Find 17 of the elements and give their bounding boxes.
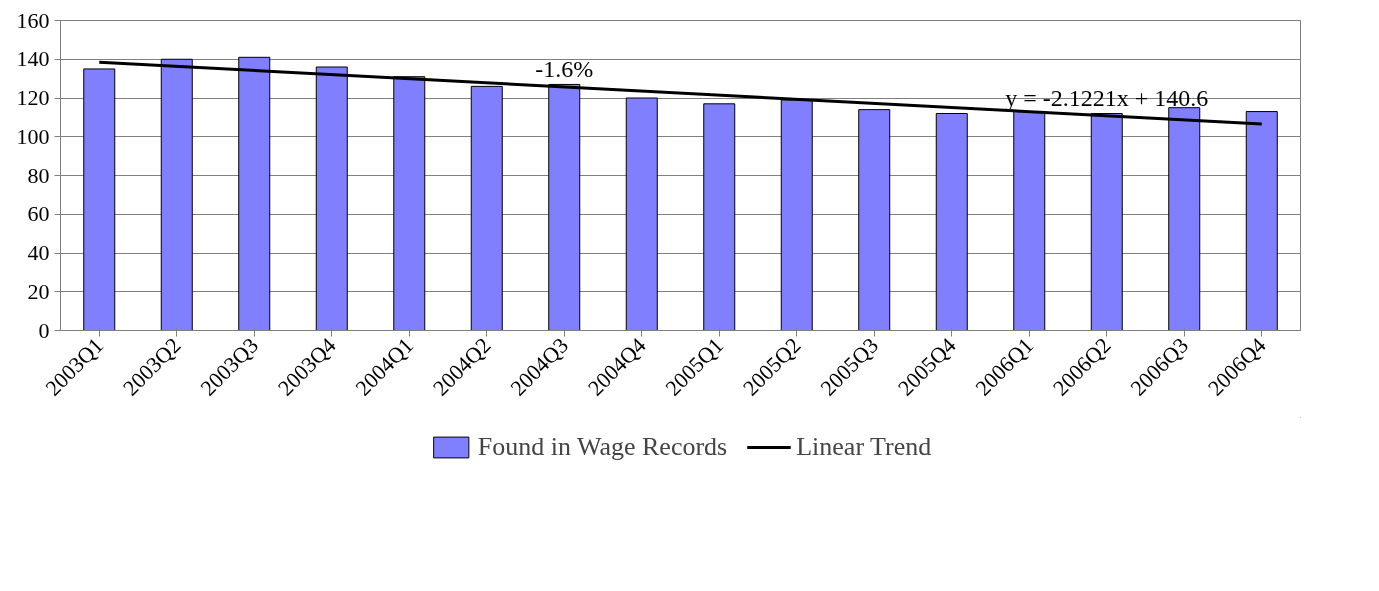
legend-label: Linear Trend	[796, 432, 932, 462]
y-tick-label: 160	[16, 7, 50, 33]
legend-label: Found in Wage Records	[477, 432, 728, 462]
y-tick-label: 100	[16, 123, 50, 149]
y-tick-label: 60	[27, 201, 50, 227]
bar	[625, 97, 658, 331]
y-tick-label: 140	[16, 46, 50, 72]
bar	[83, 68, 116, 331]
y-tick-label: 80	[27, 162, 50, 188]
y-tick-label: 40	[27, 240, 50, 265]
y-tick-label: 120	[16, 85, 50, 110]
annotation: -1.6%	[535, 56, 594, 83]
y-tick-label: 0	[38, 317, 50, 343]
y-tick-label: 20	[27, 278, 50, 304]
bar	[703, 103, 736, 331]
bar	[935, 113, 968, 331]
bar	[858, 109, 891, 331]
